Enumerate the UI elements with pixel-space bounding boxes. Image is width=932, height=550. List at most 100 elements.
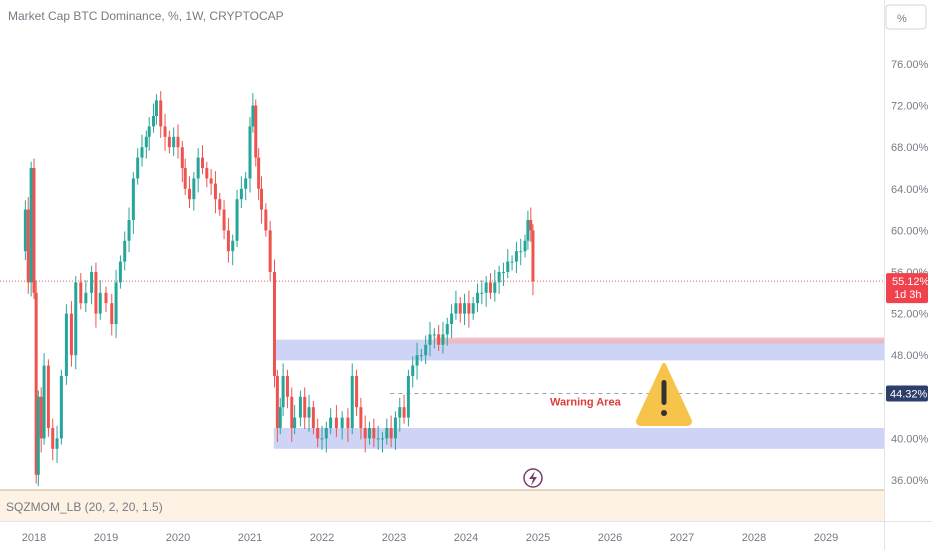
x-tick-label-5: 2023	[382, 532, 406, 544]
warning-icon-dot	[661, 410, 667, 416]
candle-body-38	[176, 136, 180, 148]
candle-body-119	[519, 251, 523, 253]
candle-body-24	[118, 261, 122, 283]
candle-body-115	[501, 272, 505, 273]
candle-body-63	[275, 376, 279, 428]
candle-body-80	[350, 376, 354, 428]
candle-body-8	[42, 365, 46, 439]
candle-body-18	[90, 272, 94, 293]
candle-body-66	[285, 376, 289, 397]
y-tick-label-9: 40.00%	[891, 433, 929, 445]
candle-body-2	[26, 209, 30, 283]
candle-body-76	[329, 417, 333, 428]
candle-body-55	[248, 126, 252, 179]
candle-body-17	[84, 292, 88, 304]
candle-body-9	[46, 365, 50, 428]
unit-toggle-button[interactable]	[885, 4, 927, 30]
candle-body-114	[497, 272, 501, 283]
candle-body-92	[402, 407, 406, 418]
x-tick-label-2: 2020	[166, 532, 190, 544]
candle-body-69	[298, 396, 302, 418]
candle-body-64	[278, 407, 282, 428]
candle-body-106	[463, 303, 467, 314]
candle-body-43	[196, 157, 200, 179]
candle-body-29	[140, 147, 144, 158]
candle-body-11	[55, 438, 59, 449]
candle-body-97	[424, 344, 428, 356]
x-tick-label-6: 2024	[454, 532, 478, 544]
candle-body-117	[510, 261, 514, 263]
candle-body-1	[23, 209, 27, 252]
y-tick-label-0: 76.00%	[891, 59, 929, 71]
candle-body-33	[154, 100, 158, 116]
candle-body-6	[36, 396, 40, 475]
candle-body-52	[235, 199, 239, 241]
y-tick-label-4: 60.00%	[891, 225, 929, 237]
demand-zone-2	[273, 428, 884, 449]
candle-body-95	[415, 355, 419, 366]
x-tick-label-3: 2021	[238, 532, 262, 544]
candle-body-53	[239, 188, 243, 200]
candle-body-12	[59, 376, 63, 439]
candle-body-82	[359, 407, 363, 428]
candle-body-31	[147, 126, 151, 137]
candle-body-68	[293, 417, 297, 428]
candle-body-87	[380, 438, 384, 440]
candle-body-34	[159, 100, 163, 127]
x-tick-label-10: 2028	[742, 532, 766, 544]
candle-body-108	[471, 303, 475, 314]
candle-body-122	[529, 220, 533, 231]
candle-body-67	[290, 396, 294, 428]
candle-body-81	[355, 376, 359, 408]
candle-body-16	[79, 282, 83, 304]
candle-body-60	[264, 209, 268, 231]
candle-body-40	[183, 168, 187, 189]
candle-body-118	[514, 251, 518, 262]
candle-body-42	[192, 178, 196, 200]
indicator-pane	[0, 490, 884, 522]
y-tick-label-3: 64.00%	[891, 184, 929, 196]
candle-body-54	[244, 178, 248, 189]
candle-body-88	[385, 428, 389, 439]
candle-body-57	[254, 105, 258, 158]
candle-body-72	[311, 407, 315, 428]
x-tick-label-0: 2018	[22, 532, 46, 544]
countdown-value: 1d 3h	[894, 289, 922, 301]
candle-body-61	[268, 230, 272, 272]
y-tick-label-2: 68.00%	[891, 142, 929, 154]
candle-body-5	[34, 292, 38, 475]
candle-body-90	[393, 417, 397, 439]
candle-body-71	[307, 407, 311, 418]
candle-body-10	[51, 428, 55, 449]
candle-body-47	[213, 183, 217, 200]
candle-body-70	[303, 396, 307, 418]
candle-body-22	[110, 303, 114, 324]
candle-body-19	[94, 272, 98, 314]
candle-body-103	[450, 313, 454, 324]
candle-body-14	[69, 313, 73, 356]
candle-body-49	[222, 209, 226, 231]
candle-body-85	[372, 428, 376, 439]
candle-body-91	[398, 407, 402, 418]
candle-body-50	[226, 230, 230, 252]
candle-body-44	[200, 157, 204, 168]
warning-icon-bar	[661, 380, 667, 405]
x-tick-label-9: 2027	[670, 532, 694, 544]
candle-body-27	[131, 178, 135, 220]
candle-body-32	[152, 116, 156, 127]
warning-area-label: Warning Area	[550, 396, 622, 408]
candle-body-83	[363, 428, 367, 439]
candle-body-46	[209, 178, 213, 184]
unit-toggle-label: %	[897, 13, 907, 25]
candle-body-56	[251, 105, 255, 127]
candle-body-58	[257, 157, 261, 189]
candle-body-84	[368, 428, 372, 439]
indicator-label: SQZMOM_LB (20, 2, 20, 1.5)	[6, 500, 163, 514]
candle-body-99	[432, 334, 436, 336]
candle-body-121	[526, 220, 530, 241]
x-tick-label-4: 2022	[310, 532, 334, 544]
candle-body-107	[467, 303, 471, 314]
candle-body-7	[39, 396, 43, 439]
